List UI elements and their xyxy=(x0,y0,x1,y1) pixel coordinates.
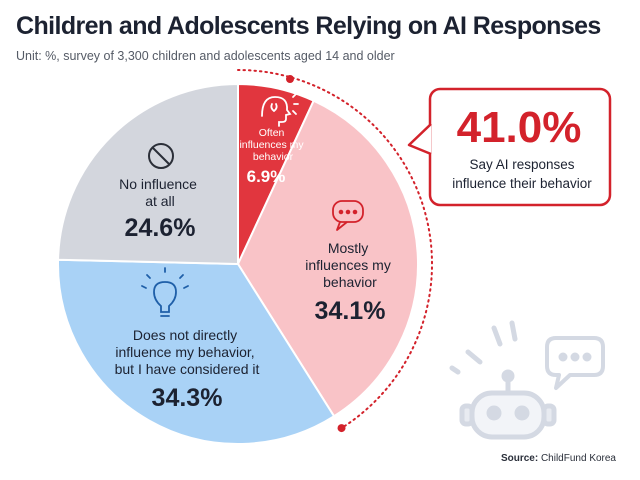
pie-slice-not-directly xyxy=(57,258,336,445)
chart-title: Children and Adolescents Relying on AI R… xyxy=(16,12,601,40)
callout-value: 41.0% xyxy=(457,103,582,152)
slice-value-mostly: 34.1% xyxy=(315,297,386,325)
head-icon xyxy=(261,93,299,127)
highlight-arc xyxy=(237,69,433,430)
slice-label-often: Often influences my behavior xyxy=(239,127,306,163)
source-note: Source: ChildFund Korea xyxy=(500,453,616,464)
callout-line-2: influence their behavior xyxy=(452,176,592,191)
slice-label-no-influence: No influence at all xyxy=(119,176,201,209)
chart-subtitle: Unit: %, survey of 3,300 children and ad… xyxy=(16,49,395,63)
slice-label-mostly: Mostly influences my behavior xyxy=(305,240,394,290)
robot-icon xyxy=(449,320,557,440)
slice-value-often: 6.9% xyxy=(247,167,286,186)
pie-slice-no-influence xyxy=(57,82,239,266)
arc-endpoint-top xyxy=(286,75,294,83)
pie-slice-mostly xyxy=(236,99,419,418)
lightbulb-icon xyxy=(141,267,189,317)
callout-line-1: Say AI responses xyxy=(469,157,574,172)
slice-value-no-influence: 24.6% xyxy=(125,214,196,242)
decorative-chat-bubble-icon xyxy=(545,336,605,390)
arc-endpoint-bottom xyxy=(337,424,346,433)
highlight-callout: 41.0% Say AI responses influence their b… xyxy=(407,87,612,207)
speech-bubble-icon xyxy=(332,200,364,231)
no-entry-icon xyxy=(148,143,174,169)
slice-value-not-directly: 34.3% xyxy=(152,384,223,412)
slice-label-not-directly: Does not directly influence my behavior,… xyxy=(115,327,260,377)
